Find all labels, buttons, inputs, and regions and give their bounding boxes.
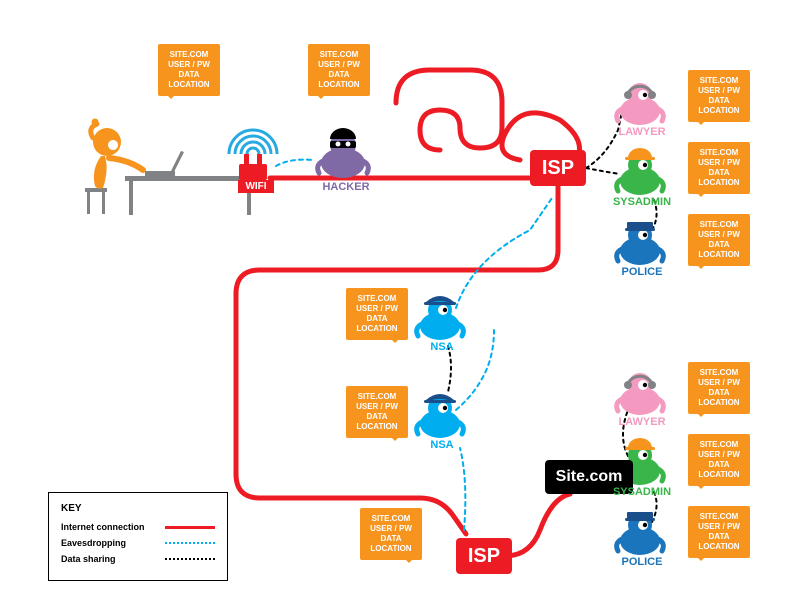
exposed-data-bubble-nsa2: SITE.COMUSER / PWDATALOCATION xyxy=(346,386,408,438)
police1-label: POLICE xyxy=(614,266,670,278)
exposed-data-bubble-sysadmin1: SITE.COMUSER / PWDATALOCATION xyxy=(688,142,750,194)
exposed-data-bubble-lawyer1: SITE.COMUSER / PWDATALOCATION xyxy=(688,70,750,122)
legend-row-line xyxy=(165,542,215,544)
legend-row-line xyxy=(165,558,215,560)
hacker-label: HACKER xyxy=(316,181,376,193)
site-label: Site.com xyxy=(556,468,623,486)
nsa2-label: NSA xyxy=(420,439,464,451)
isp-node-2: ISP xyxy=(456,538,512,574)
sysadmin2-label: SYSADMIN xyxy=(610,486,674,498)
legend-row: Eavesdropping xyxy=(61,538,215,548)
legend-row: Internet connection xyxy=(61,522,215,532)
isp-node-1: ISP xyxy=(530,150,586,186)
legend-row: Data sharing xyxy=(61,554,215,564)
exposed-data-bubble-police1: SITE.COMUSER / PWDATALOCATION xyxy=(688,214,750,266)
legend: KEY Internet connection Eavesdropping Data… xyxy=(48,492,228,581)
legend-row-label: Eavesdropping xyxy=(61,538,157,548)
lawyer2-label: LAWYER xyxy=(612,416,672,428)
sysadmin1-label: SYSADMIN xyxy=(610,196,674,208)
legend-row-line xyxy=(165,526,215,529)
legend-row-label: Data sharing xyxy=(61,554,157,564)
police2-label: POLICE xyxy=(614,556,670,568)
exposed-data-bubble-police2: SITE.COMUSER / PWDATALOCATION xyxy=(688,506,750,558)
exposed-data-bubble-hacker: SITE.COMUSER / PWDATALOCATION xyxy=(308,44,370,96)
nsa1-label: NSA xyxy=(420,341,464,353)
lawyer1-label: LAWYER xyxy=(612,126,672,138)
exposed-data-bubble-user: SITE.COMUSER / PWDATALOCATION xyxy=(158,44,220,96)
isp-label: ISP xyxy=(468,545,500,568)
exposed-data-bubble-lawyer2: SITE.COMUSER / PWDATALOCATION xyxy=(688,362,750,414)
wifi-label: WIFI xyxy=(238,180,274,193)
legend-row-label: Internet connection xyxy=(61,522,157,532)
exposed-data-bubble-isp2: SITE.COMUSER / PWDATALOCATION xyxy=(360,508,422,560)
isp-label: ISP xyxy=(542,157,574,180)
exposed-data-bubble-nsa1: SITE.COMUSER / PWDATALOCATION xyxy=(346,288,408,340)
exposed-data-bubble-sysadmin2: SITE.COMUSER / PWDATALOCATION xyxy=(688,434,750,486)
legend-title: KEY xyxy=(61,503,215,514)
